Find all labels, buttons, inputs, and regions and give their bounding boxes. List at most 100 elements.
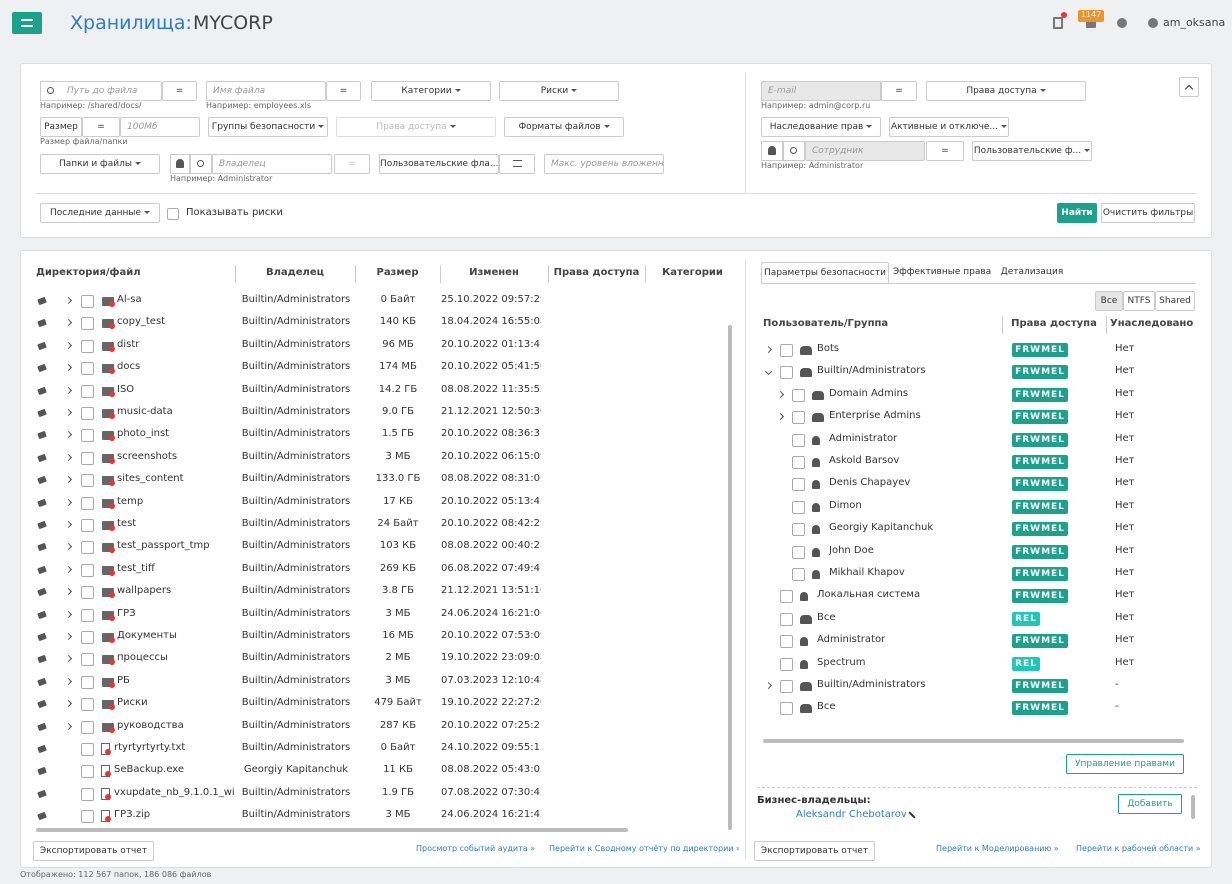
row-checkbox[interactable] (792, 411, 805, 425)
file-name[interactable]: test (117, 518, 137, 529)
show-risks-checkbox[interactable] (167, 208, 179, 220)
mode-toggle[interactable]: Все (1095, 291, 1123, 311)
row-checkbox[interactable] (792, 388, 805, 402)
row-checkbox[interactable] (81, 653, 94, 667)
row-checkbox[interactable] (780, 612, 793, 626)
file-name[interactable]: music-data (117, 406, 173, 417)
file-name[interactable]: РБ (117, 674, 130, 686)
row-checkbox[interactable] (81, 519, 94, 532)
row-checkbox[interactable] (81, 496, 94, 510)
file-name[interactable]: temp (117, 495, 144, 507)
row-checkbox[interactable] (780, 344, 793, 357)
file-name[interactable]: wallpapers (117, 585, 172, 597)
manage-rights-button[interactable]: Управление правами (1066, 754, 1184, 774)
employee-input[interactable]: Сотрудник (805, 141, 925, 161)
collapse-button[interactable] (1179, 77, 1199, 97)
size-label[interactable]: Размер (40, 117, 82, 137)
summary-link[interactable]: Перейти к Сводному отчёту по директории … (549, 844, 739, 853)
owner-op[interactable]: = (334, 154, 370, 174)
name-input[interactable]: Имя файла (206, 81, 326, 101)
find-button[interactable]: Найти (1057, 203, 1097, 223)
file-name[interactable]: ГРЗ.zip (114, 809, 151, 821)
file-name[interactable]: Al-sa (117, 294, 142, 305)
row-checkbox[interactable] (792, 456, 805, 469)
file-name[interactable]: distr (117, 338, 140, 350)
custom-flags-2-dropdown[interactable]: Пользовательские ф... (972, 141, 1092, 161)
clear-button[interactable]: Очистить фильтры (1101, 203, 1195, 223)
row-checkbox[interactable] (81, 384, 94, 398)
file-name[interactable]: Риски (117, 697, 148, 709)
path-input[interactable]: Путь до файла (61, 81, 162, 101)
owner-input[interactable]: Владелец (212, 154, 332, 174)
categories-dropdown[interactable]: Категории (371, 81, 491, 101)
row-checkbox[interactable] (780, 590, 793, 604)
row-checkbox[interactable] (81, 339, 94, 353)
list-button[interactable] (499, 154, 535, 174)
mode-toggle[interactable]: NTFS (1123, 291, 1155, 311)
file-name[interactable]: vxupdate_nb_9.1.0.1_wi (114, 786, 234, 798)
file-formats-dropdown[interactable]: Форматы файлов (504, 117, 624, 137)
bell-icon[interactable] (1086, 17, 1096, 28)
recent-dropdown[interactable]: Последние данные (40, 203, 160, 223)
row-checkbox[interactable] (81, 451, 94, 465)
row-checkbox[interactable] (792, 523, 805, 537)
export-button[interactable]: Экспортировать отчет (754, 841, 875, 861)
file-name[interactable]: руководства (117, 719, 184, 731)
row-checkbox[interactable] (81, 787, 94, 801)
help-icon[interactable] (1117, 18, 1127, 28)
security-groups-dropdown[interactable]: Группы безопасности (208, 117, 328, 137)
file-name[interactable]: copy_test (117, 316, 166, 328)
row-checkbox[interactable] (81, 675, 94, 689)
row-checkbox[interactable] (81, 474, 94, 488)
tab[interactable]: Параметры безопасности (761, 262, 889, 284)
row-checkbox[interactable] (81, 407, 94, 420)
tab[interactable]: Детализация (1000, 267, 1064, 277)
custom-flags-dropdown[interactable]: Пользовательские фла... (379, 154, 499, 174)
row-checkbox[interactable] (81, 698, 94, 712)
row-checkbox[interactable] (780, 635, 793, 649)
file-name[interactable]: sites_content (117, 473, 184, 485)
inheritance-dropdown[interactable]: Наследование прав (761, 117, 881, 137)
max-depth-input[interactable]: Макс. уровень вложенн... (544, 154, 664, 174)
tab[interactable]: Эффективные права (892, 267, 992, 277)
size-input[interactable]: 100Мб (120, 117, 200, 137)
row-checkbox[interactable] (81, 765, 94, 779)
email-input[interactable]: E-mail (761, 81, 881, 101)
row-checkbox[interactable] (81, 362, 94, 376)
file-name[interactable]: test_passport_tmp (117, 540, 210, 552)
row-checkbox[interactable] (81, 429, 94, 443)
risks-dropdown[interactable]: Риски (499, 81, 619, 101)
row-checkbox[interactable] (81, 743, 94, 756)
file-name[interactable]: SeBackup.exe (114, 764, 185, 776)
workspace-link[interactable]: Перейти к рабочей области » (1076, 844, 1201, 853)
file-name[interactable]: rtyrtyrtyrty.txt (114, 742, 186, 753)
folders-files-dropdown[interactable]: Папки и файлы (40, 154, 160, 174)
email-op[interactable]: = (881, 81, 917, 101)
file-name[interactable]: photo_inst (117, 428, 170, 440)
row-checkbox[interactable] (81, 586, 94, 600)
file-name[interactable]: ГРЗ (117, 607, 136, 619)
menu-button[interactable] (12, 12, 42, 34)
file-name[interactable]: screenshots (117, 450, 178, 462)
row-checkbox[interactable] (81, 295, 94, 308)
file-name[interactable]: docs (117, 361, 141, 373)
path-op[interactable]: = (162, 81, 197, 101)
row-checkbox[interactable] (780, 657, 793, 671)
row-checkbox[interactable] (780, 702, 793, 716)
row-checkbox[interactable] (792, 568, 805, 581)
row-checkbox[interactable] (792, 545, 805, 559)
tasks-icon[interactable] (1053, 17, 1063, 29)
row-checkbox[interactable] (780, 680, 793, 693)
row-checkbox[interactable] (81, 563, 94, 577)
modeling-link[interactable]: Перейти к Моделированию » (936, 844, 1059, 853)
size-op[interactable]: = (82, 117, 120, 137)
row-checkbox[interactable] (792, 500, 805, 514)
active-dropdown[interactable]: Активные и отключе... (889, 117, 1009, 137)
row-checkbox[interactable] (81, 541, 94, 555)
file-name[interactable]: ISO (117, 383, 135, 395)
file-name[interactable]: процессы (117, 652, 168, 664)
export-button[interactable]: Экспортировать отчет (33, 841, 154, 861)
mode-toggle[interactable]: Shared (1155, 291, 1195, 311)
file-name[interactable]: Документы (117, 630, 177, 641)
email-rights-dropdown[interactable]: Права доступа (926, 81, 1086, 101)
